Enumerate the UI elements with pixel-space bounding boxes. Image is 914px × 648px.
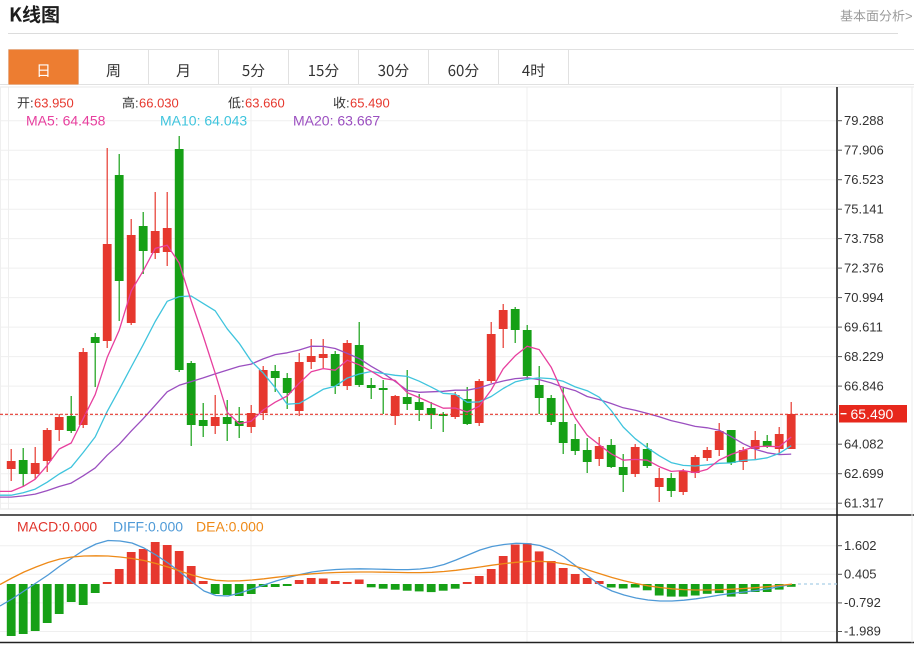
- svg-text:68.229: 68.229: [844, 349, 884, 364]
- svg-text:65.490: 65.490: [350, 96, 390, 111]
- svg-text:MA5: 64.458: MA5: 64.458: [26, 113, 106, 129]
- svg-text:64.082: 64.082: [844, 436, 884, 451]
- svg-text:73.758: 73.758: [844, 231, 884, 246]
- svg-text:79.288: 79.288: [844, 113, 884, 128]
- svg-text:62.699: 62.699: [844, 466, 884, 481]
- svg-text:MACD:0.000: MACD:0.000: [17, 519, 97, 535]
- svg-text:66.030: 66.030: [139, 96, 179, 111]
- svg-text:77.906: 77.906: [844, 142, 884, 157]
- svg-text:0.405: 0.405: [844, 567, 877, 582]
- svg-text:1.602: 1.602: [844, 538, 877, 553]
- svg-text::: :: [241, 96, 245, 111]
- svg-text:DEA:0.000: DEA:0.000: [196, 519, 264, 535]
- svg-text:69.611: 69.611: [844, 319, 883, 334]
- svg-text:MA10: 64.043: MA10: 64.043: [160, 113, 247, 129]
- svg-text:63.660: 63.660: [245, 96, 285, 111]
- svg-text:MA20: 63.667: MA20: 63.667: [293, 113, 380, 129]
- svg-text:76.523: 76.523: [844, 172, 884, 187]
- svg-text:72.376: 72.376: [844, 260, 884, 275]
- svg-text:63.950: 63.950: [34, 96, 74, 111]
- svg-text::: :: [30, 96, 34, 111]
- svg-text:70.994: 70.994: [844, 290, 884, 305]
- svg-text:65.490: 65.490: [851, 406, 894, 422]
- svg-text:66.846: 66.846: [844, 378, 884, 393]
- svg-text:>: >: [905, 9, 913, 24]
- svg-text:-1.989: -1.989: [844, 624, 881, 639]
- svg-text:61.317: 61.317: [844, 495, 884, 510]
- svg-text:-0.792: -0.792: [844, 595, 881, 610]
- svg-text::: :: [135, 96, 139, 111]
- svg-text::: :: [346, 96, 350, 111]
- svg-text:75.141: 75.141: [844, 201, 884, 216]
- svg-text:DIFF:0.000: DIFF:0.000: [113, 519, 183, 535]
